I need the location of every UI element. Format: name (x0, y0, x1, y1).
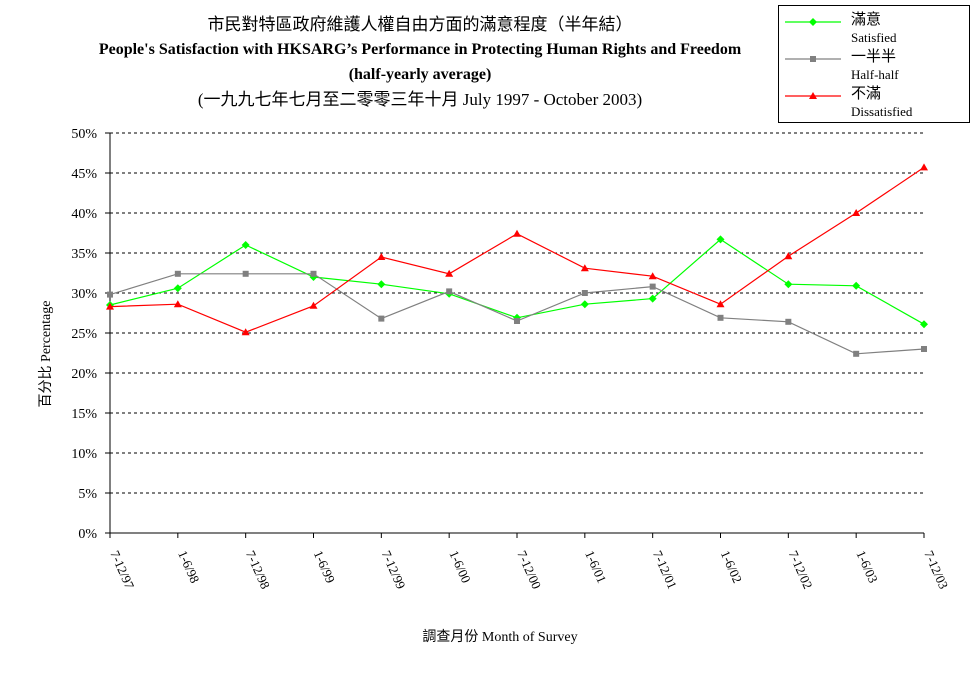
legend-swatch-dissatisfied (785, 92, 841, 99)
x-tick-label: 1-6/02 (718, 548, 746, 585)
data-point (309, 301, 318, 309)
data-point (648, 272, 657, 280)
data-point (107, 291, 113, 298)
data-point (648, 294, 657, 303)
data-point (241, 241, 250, 249)
data-point (242, 270, 249, 277)
data-point (580, 264, 589, 272)
y-tick-label: 25% (71, 327, 97, 342)
data-point (921, 346, 927, 352)
series-line-dissatisfied (109, 166, 925, 333)
data-point (173, 284, 182, 293)
legend-item-dissatisfied: 不滿 Dissatisfied (779, 86, 969, 122)
data-point (377, 253, 386, 260)
legend-label-dissatisfied-zh: 不滿 (851, 86, 882, 102)
legend-item-half-half: 一半半 Half-half (779, 49, 969, 85)
chart-title: People's Satisfaction with HKSARG’s Perf… (98, 41, 742, 58)
x-tick-label: 7-12/99 (379, 548, 409, 591)
data-point (852, 281, 861, 290)
data-point (378, 315, 385, 322)
data-point (920, 320, 928, 329)
y-tick-label: 35% (71, 247, 97, 262)
data-point (310, 270, 317, 277)
y-tick-label: 45% (71, 167, 97, 182)
x-axis-title: 調查月份 Month of Survey (422, 630, 578, 645)
x-tick-label: 7-12/03 (921, 548, 951, 591)
x-tick-label: 1-6/01 (582, 548, 610, 585)
data-point (784, 252, 793, 260)
data-point (173, 300, 182, 308)
legend-label-half-half-en: Half-half (851, 67, 899, 82)
data-point (852, 209, 861, 216)
chart-subtitle: (half-yearly average) (348, 66, 492, 83)
data-point (716, 300, 725, 308)
legend-label-satisfied-en: Satisfied (851, 30, 897, 45)
data-point (716, 235, 725, 244)
x-tick-label: 1-6/00 (446, 548, 474, 585)
legend-swatch-half-half (785, 56, 841, 62)
y-tick-label: 15% (71, 407, 97, 422)
data-point (717, 314, 724, 321)
y-axis-title: 百分比 Percentage (39, 300, 54, 408)
legend-item-satisfied: 滿意 Satisfied (779, 12, 969, 48)
x-tick-label: 1-6/99 (311, 548, 339, 585)
y-tick-label: 20% (71, 367, 97, 382)
chart-legend: 滿意 Satisfied 一半半 Half-half 不滿 Dissatisfi… (778, 5, 970, 123)
data-point (785, 318, 792, 325)
chart-period: (一九九七年七月至二零零三年十月 July 1997 - October 200… (197, 90, 643, 109)
data-point (920, 163, 928, 171)
x-tick-label: 7-12/97 (107, 548, 137, 592)
data-point (513, 229, 521, 237)
x-tick-label: 7-12/02 (786, 548, 816, 591)
chart-titles: 市民對特區政府維護人權自由方面的滿意程度（半年結） People's Satis… (60, 12, 780, 112)
y-tick-label: 30% (71, 287, 97, 302)
x-tick-label: 7-12/00 (514, 548, 544, 591)
y-tick-label: 5% (78, 487, 97, 502)
data-point (784, 280, 793, 289)
data-point (649, 283, 656, 290)
data-point (514, 318, 520, 324)
data-point (445, 269, 454, 277)
legend-label-half-half-zh: 一半半 (851, 49, 897, 65)
data-point (174, 270, 181, 277)
data-point (241, 328, 250, 336)
x-tick-label: 7-12/98 (243, 548, 273, 591)
chart-title-chinese: 市民對特區政府維護人權自由方面的滿意程度（半年結） (207, 15, 633, 34)
y-tick-label: 40% (71, 207, 97, 222)
data-point (106, 302, 114, 310)
series-line-satisfied (109, 238, 925, 325)
legend-swatch-satisfied (785, 18, 841, 26)
legend-label-satisfied-zh: 滿意 (851, 12, 882, 28)
x-tick-label: 1-6/98 (175, 548, 203, 585)
data-point (446, 288, 453, 295)
data-point (853, 350, 860, 357)
data-point (581, 290, 588, 296)
x-tick-label: 1-6/03 (853, 548, 881, 585)
y-tick-label: 10% (71, 447, 97, 462)
data-point (377, 280, 386, 289)
y-tick-label: 50% (71, 127, 97, 142)
y-tick-label: 0% (78, 527, 97, 542)
x-tick-label: 7-12/01 (650, 548, 680, 591)
data-point (580, 300, 589, 309)
legend-label-dissatisfied-en: Dissatisfied (851, 104, 913, 119)
